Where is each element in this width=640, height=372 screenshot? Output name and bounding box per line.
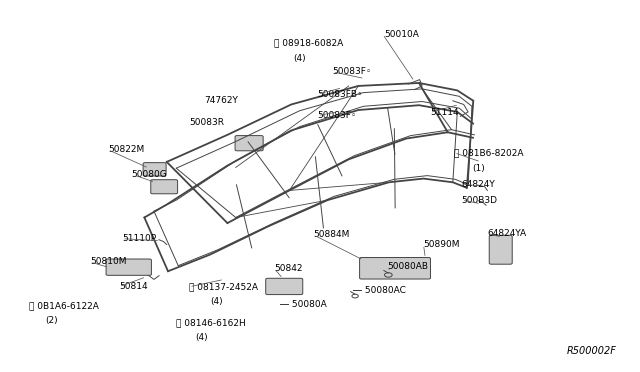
Text: R500002F: R500002F <box>567 346 617 356</box>
FancyBboxPatch shape <box>143 163 166 176</box>
Text: ― 50080A: ― 50080A <box>280 300 327 309</box>
Text: (4): (4) <box>293 54 306 62</box>
Text: 50884M: 50884M <box>314 230 350 240</box>
Text: 50890M: 50890M <box>424 240 460 249</box>
FancyBboxPatch shape <box>489 235 512 264</box>
Text: ⓝ 08918-6082A: ⓝ 08918-6082A <box>274 39 343 48</box>
Text: Ⓑ 0B1A6-6122A: Ⓑ 0B1A6-6122A <box>29 301 99 310</box>
FancyBboxPatch shape <box>360 257 431 279</box>
Text: (1): (1) <box>472 164 484 173</box>
FancyBboxPatch shape <box>235 136 263 151</box>
Text: 50080G: 50080G <box>132 170 167 179</box>
Text: (4): (4) <box>210 297 223 306</box>
Text: 50083R: 50083R <box>189 118 224 127</box>
Text: Ⓑ 08137-2452A: Ⓑ 08137-2452A <box>189 282 258 291</box>
Text: 50010A: 50010A <box>384 29 419 39</box>
Text: 50083F◦: 50083F◦ <box>333 67 372 76</box>
Text: Ⓑ 081B6-8202A: Ⓑ 081B6-8202A <box>454 148 524 157</box>
Text: Ⓑ 08146-6162H: Ⓑ 08146-6162H <box>176 318 246 327</box>
Text: 50814: 50814 <box>119 282 147 291</box>
FancyBboxPatch shape <box>151 180 177 194</box>
Text: 51110P: 51110P <box>122 234 156 243</box>
FancyBboxPatch shape <box>106 259 152 275</box>
Text: 500B3D: 500B3D <box>462 196 498 205</box>
Text: 50822M: 50822M <box>108 145 144 154</box>
Text: 74762Y: 74762Y <box>204 96 237 105</box>
FancyBboxPatch shape <box>266 278 303 295</box>
Text: (4): (4) <box>195 333 208 342</box>
Text: 50083F◦: 50083F◦ <box>317 111 356 120</box>
Text: 50080AB: 50080AB <box>388 262 429 271</box>
Text: 64824Y: 64824Y <box>462 180 495 189</box>
Text: 51114: 51114 <box>430 108 458 117</box>
Text: 50842: 50842 <box>274 264 303 273</box>
Text: 64824YA: 64824YA <box>487 229 527 238</box>
Text: 50810M: 50810M <box>90 257 127 266</box>
Text: (2): (2) <box>45 316 58 325</box>
Text: 50083FB◦: 50083FB◦ <box>317 90 363 99</box>
Text: ― 50080AC: ― 50080AC <box>353 286 406 295</box>
